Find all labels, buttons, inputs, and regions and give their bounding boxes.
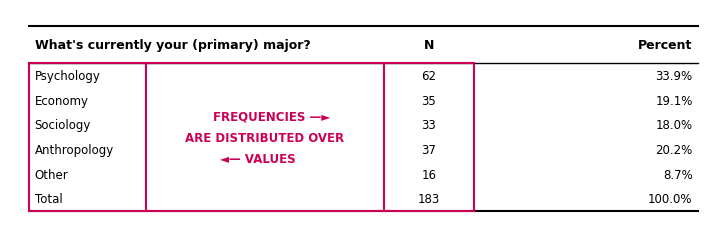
Text: Percent: Percent: [638, 39, 693, 52]
Text: 33: 33: [421, 119, 436, 132]
Text: N: N: [423, 39, 434, 52]
Text: 35: 35: [421, 94, 436, 107]
Text: Other: Other: [35, 168, 68, 181]
Text: Total: Total: [35, 192, 63, 205]
Text: 8.7%: 8.7%: [663, 168, 693, 181]
Text: 183: 183: [418, 192, 440, 205]
Text: Psychology: Psychology: [35, 70, 100, 83]
Text: 18.0%: 18.0%: [655, 119, 693, 132]
Text: Sociology: Sociology: [35, 119, 91, 132]
Text: 20.2%: 20.2%: [655, 143, 693, 156]
Text: FREQUENCIES —►: FREQUENCIES —►: [213, 109, 330, 123]
Text: 19.1%: 19.1%: [655, 94, 693, 107]
Text: ARE DISTRIBUTED OVER: ARE DISTRIBUTED OVER: [185, 131, 344, 144]
Text: 100.0%: 100.0%: [648, 192, 693, 205]
Text: 33.9%: 33.9%: [655, 70, 693, 83]
Text: 16: 16: [421, 168, 436, 181]
Text: 62: 62: [421, 70, 436, 83]
Text: 37: 37: [421, 143, 436, 156]
Text: ◄— VALUES: ◄— VALUES: [220, 153, 295, 166]
Text: Anthropology: Anthropology: [35, 143, 114, 156]
Text: What's currently your (primary) major?: What's currently your (primary) major?: [35, 39, 310, 52]
Text: Economy: Economy: [35, 94, 89, 107]
